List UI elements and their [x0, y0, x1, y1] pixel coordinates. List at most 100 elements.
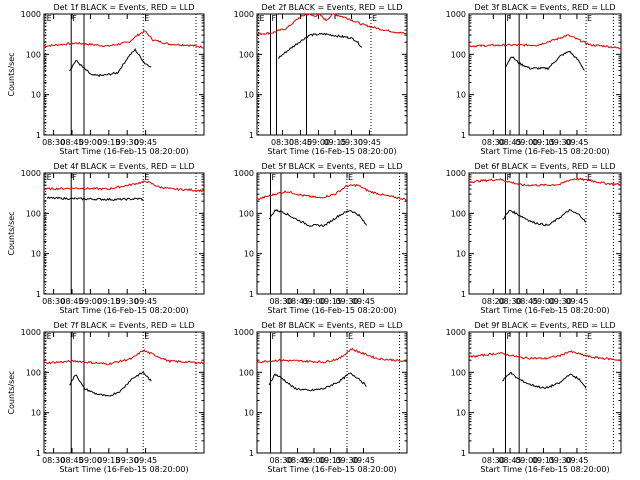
- interval-marker-label: E: [144, 173, 149, 182]
- y-tick-label: 100: [239, 50, 254, 59]
- x-tick-label: 09:45: [565, 456, 588, 465]
- x-tick-label: 08:30: [482, 138, 505, 147]
- events-series-line: [268, 208, 367, 228]
- plot-frame: [256, 331, 408, 454]
- panel-5: Det 5f BLACK = Events, RED = LLD 1 10 100 10…: [234, 162, 408, 315]
- panel-6: Det 6f BLACK = Events, RED = LLD 1 10 100 10…: [446, 162, 622, 315]
- x-tick-label: 09:00: [515, 456, 538, 465]
- panel-title: Det 5f BLACK = Events, RED = LLD: [261, 162, 402, 171]
- panel-title: Det 3f BLACK = Events, RED = LLD: [474, 3, 615, 12]
- lld-series-line: [43, 349, 205, 366]
- x-tick-label: 08:45: [286, 456, 309, 465]
- x-tick-label: 09:30: [335, 456, 358, 465]
- x-tick-label: 08:30: [271, 138, 294, 147]
- panel-title: Det 7f BLACK = Events, RED = LLD: [53, 321, 194, 330]
- interval-marker-label: E: [260, 14, 265, 23]
- x-axis-label: Start Time (16-Feb-15 08:20:00): [480, 465, 609, 474]
- x-tick-label: 09:15: [319, 297, 342, 306]
- events-series-line: [69, 47, 152, 78]
- y-tick-label: 1000: [234, 10, 254, 19]
- x-tick-label: 08:30: [269, 456, 292, 465]
- panel-title: Det 6f BLACK = Events, RED = LLD: [474, 162, 615, 171]
- lld-series-line: [256, 347, 408, 364]
- y-tick-label: 100: [26, 209, 41, 218]
- x-tick-label: 09:45: [358, 138, 381, 147]
- events-series-line: [502, 371, 587, 390]
- panel-4: Det 4f BLACK = Events, RED = LLD 1 10 100 10…: [7, 162, 205, 315]
- interval-marker-label: F: [506, 332, 511, 341]
- x-tick-label: 08:30: [42, 297, 65, 306]
- interval-marker-label: F: [272, 14, 277, 23]
- x-tick-label: 09:00: [302, 297, 325, 306]
- y-axis-label: Counts/sec: [7, 52, 16, 96]
- x-axis-label: Start Time (16-Feb-15 08:20:00): [59, 465, 188, 474]
- y-tick-label: 10: [244, 91, 254, 100]
- y-tick-label: 1: [461, 131, 466, 140]
- interval-marker-label: E: [587, 332, 592, 341]
- y-tick-label: 100: [451, 209, 466, 218]
- x-tick-label: 09:00: [79, 138, 102, 147]
- x-tick-label: 08:45: [289, 138, 312, 147]
- x-tick-label: 09:00: [302, 456, 325, 465]
- events-series-line: [505, 50, 585, 71]
- panel-title: Det 4f BLACK = Events, RED = LLD: [53, 162, 194, 171]
- y-tick-label: 100: [239, 368, 254, 377]
- y-tick-label: 1: [36, 449, 41, 458]
- x-tick-label: 08:20: [482, 297, 505, 306]
- x-axis-label: Start Time (16-Feb-15 08:20:00): [59, 147, 188, 156]
- interval-marker-label: F: [506, 14, 511, 23]
- x-tick-label: 08:45: [286, 297, 309, 306]
- x-tick-label: 08:30: [499, 297, 522, 306]
- x-tick-label: 08:30: [42, 456, 65, 465]
- x-tick-label: 08:45: [60, 138, 83, 147]
- x-tick-label: 08:45: [60, 456, 83, 465]
- y-tick-label: 10: [31, 91, 41, 100]
- y-tick-label: 1000: [21, 328, 41, 337]
- y-tick-label: 1000: [446, 328, 466, 337]
- x-tick-label: 09:45: [134, 297, 157, 306]
- x-tick-label: 09:30: [549, 456, 572, 465]
- interval-marker-label: F: [72, 14, 77, 23]
- x-tick-label: 09:30: [116, 456, 139, 465]
- y-tick-label: 100: [451, 368, 466, 377]
- x-tick-label: 09:30: [549, 297, 572, 306]
- panel-1: Det 1f BLACK = Events, RED = LLD 1 10 100 10…: [7, 3, 205, 156]
- x-tick-label: 09:45: [352, 456, 375, 465]
- x-tick-label: 09:15: [532, 138, 555, 147]
- y-tick-label: 1: [249, 290, 254, 299]
- x-tick-label: 09:00: [307, 138, 330, 147]
- interval-marker-label: E: [587, 14, 592, 23]
- x-axis-label: Start Time (16-Feb-15 08:20:00): [480, 306, 609, 315]
- y-tick-label: 10: [31, 409, 41, 418]
- plot-frame: [468, 331, 622, 454]
- x-tick-label: 09:30: [335, 297, 358, 306]
- interval-marker-label: E: [348, 332, 353, 341]
- interval-marker-label: E: [587, 173, 592, 182]
- y-axis-label: Counts/sec: [7, 211, 16, 255]
- y-tick-label: 100: [26, 368, 41, 377]
- y-tick-label: 1000: [21, 10, 41, 19]
- y-axis-label: Counts/sec: [7, 370, 16, 414]
- y-tick-label: 10: [244, 250, 254, 259]
- y-tick-label: 1: [36, 131, 41, 140]
- plot-frame: [468, 172, 622, 295]
- interval-marker-label: E: [144, 332, 149, 341]
- y-tick-label: 1000: [234, 328, 254, 337]
- interval-marker-label: F: [272, 332, 277, 341]
- y-tick-label: 1000: [21, 169, 41, 178]
- plot-frame: [468, 13, 622, 136]
- y-tick-label: 10: [244, 409, 254, 418]
- x-tick-label: 09:15: [97, 297, 120, 306]
- x-tick-label: 08:45: [499, 138, 522, 147]
- plot-frame: [256, 172, 408, 295]
- panel-8: Det 8f BLACK = Events, RED = LLD 1 10 100 10…: [234, 321, 408, 474]
- x-tick-label: 09:45: [565, 138, 588, 147]
- lld-series-line: [468, 350, 622, 362]
- x-tick-label: 09:30: [116, 297, 139, 306]
- x-axis-label: Start Time (16-Feb-15 08:20:00): [267, 465, 396, 474]
- x-tick-label: 08:45: [499, 456, 522, 465]
- x-tick-label: 09:15: [532, 456, 555, 465]
- x-tick-label: 09:45: [565, 297, 588, 306]
- events-series-line: [502, 209, 587, 227]
- panel-title: Det 8f BLACK = Events, RED = LLD: [261, 321, 402, 330]
